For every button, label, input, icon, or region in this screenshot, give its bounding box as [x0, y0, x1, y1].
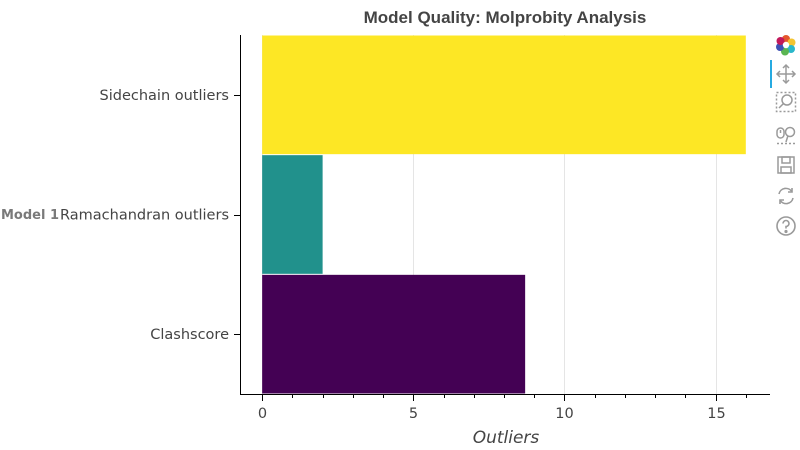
- bars: [262, 35, 746, 394]
- bokeh-logo-icon[interactable]: [775, 34, 797, 56]
- y-axis-ticks: Clashscore Ramachandran outliers Sidechain…: [60, 88, 240, 343]
- bar-2: [262, 35, 746, 155]
- y-tick-label-0: Clashscore: [150, 327, 229, 343]
- bar-0: [262, 274, 526, 394]
- pan-icon[interactable]: [775, 63, 797, 85]
- x-tick-label-0: 0: [258, 406, 267, 422]
- bar-1: [262, 155, 323, 274]
- x-tick-label-1: 5: [409, 406, 418, 422]
- group-label: Model 1: [1, 208, 59, 223]
- y-tick-label-1: Ramachandran outliers: [60, 208, 229, 224]
- chart-toolbar: [770, 30, 800, 240]
- save-icon[interactable]: [775, 154, 797, 176]
- active-tool-indicator: [770, 60, 772, 88]
- y-tick-label-2: Sidechain outliers: [100, 88, 229, 104]
- x-tick-label-3: 15: [707, 406, 725, 422]
- chart-title: Model Quality: Molprobity Analysis: [364, 8, 647, 27]
- x-tick-label-2: 10: [555, 406, 573, 422]
- box-zoom-icon[interactable]: [775, 91, 797, 113]
- wheel-zoom-icon[interactable]: [775, 123, 797, 145]
- x-axis-ticks: 0 5 10 15: [258, 394, 747, 422]
- help-icon[interactable]: [775, 215, 797, 237]
- x-axis-title: Outliers: [473, 428, 540, 448]
- reset-icon[interactable]: [775, 185, 797, 207]
